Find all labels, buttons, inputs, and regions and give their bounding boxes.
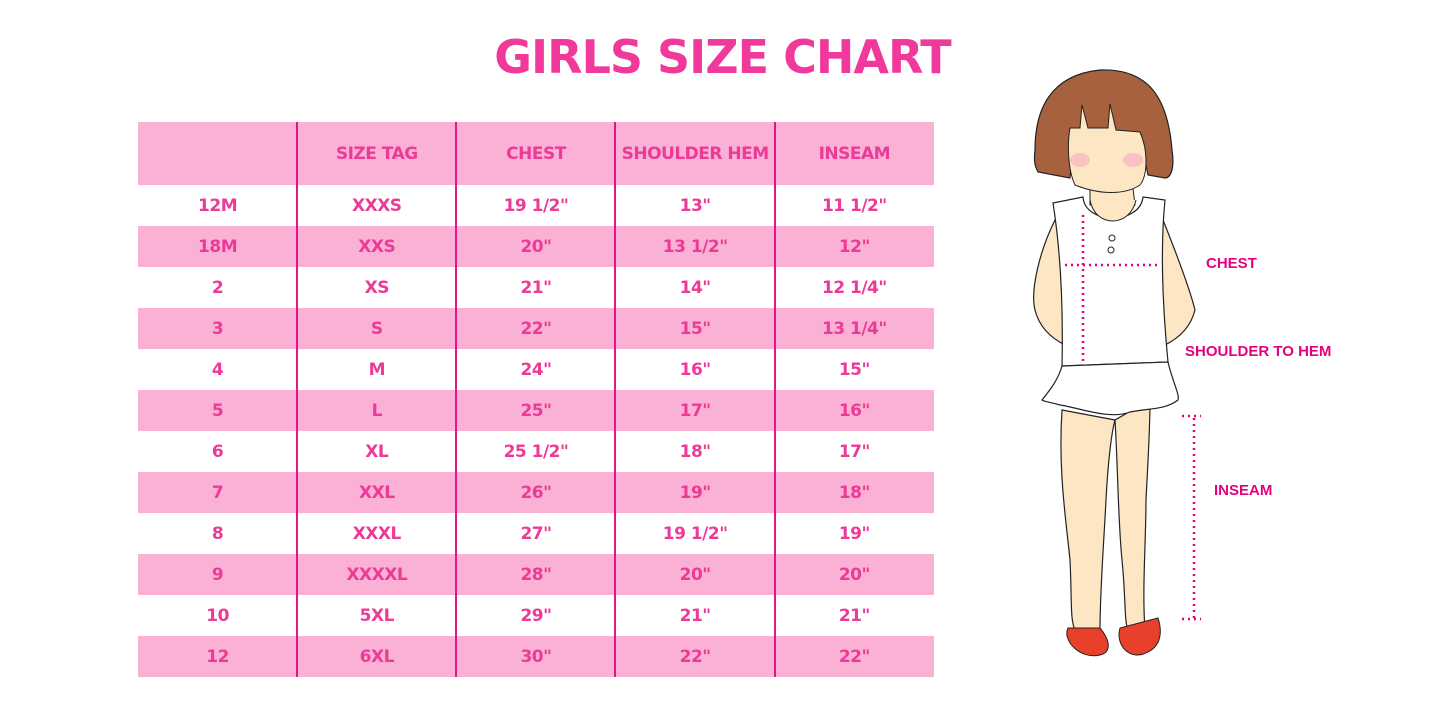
table-cell: L [371,400,383,421]
table-cell: 19 1/2" [503,195,569,216]
table-cell: 16" [838,400,871,421]
column-header: INSEAM [818,143,891,164]
table-cell: 2 [211,277,224,298]
table-cell: 22" [520,318,552,339]
table-cell: 12 [206,646,229,667]
table-cell: 13 1/2" [662,236,728,257]
table-cell: 6 [211,441,224,462]
table-cell: 13" [679,195,712,216]
table-row: 8 XXXL 27" 19 1/2" 19" [138,513,934,554]
table-header-row: SIZE TAG CHEST SHOULDER HEM INSEAM [138,122,934,185]
table-cell: 25 1/2" [503,441,569,462]
page-title: GIRLS SIZE CHART [494,30,951,84]
table-cell: 12M [198,195,238,216]
table-row: 5 L 25" 17" 16" [138,390,934,431]
table-row: 7 XXL 26" 19" 18" [138,472,934,513]
table-cell: 12 1/4" [821,277,887,298]
column-divider [774,122,776,677]
table-cell: 9 [211,564,224,585]
table-cell: 17" [679,400,712,421]
column-header: SIZE TAG [335,143,418,164]
table-cell: 6XL [359,646,395,667]
table-cell: XXXXL [346,564,408,585]
table-cell: 22" [679,646,712,667]
table-cell: 25" [520,400,552,421]
table-cell: XXS [358,236,396,257]
table-cell: 15" [838,359,871,380]
table-row: 12M XXXS 19 1/2" 13" 11 1/2" [138,185,934,226]
table-cell: 7 [211,482,224,503]
table-cell: 8 [211,523,224,544]
table-cell: 10 [206,605,229,626]
table-cell: 17" [838,441,871,462]
table-cell: XXXS [351,195,402,216]
table-cell: 21" [520,277,552,298]
table-cell: XXL [359,482,395,503]
size-table: SIZE TAG CHEST SHOULDER HEM INSEAM 12M XXXS 19… [138,122,934,677]
table-row: 3 S 22" 15" 13 1/4" [138,308,934,349]
table-cell: 24" [520,359,552,380]
table-cell: M [368,359,386,380]
column-divider [296,122,298,677]
table-row: 12 6XL 30" 22" 22" [138,636,934,677]
table-cell: 15" [679,318,712,339]
table-cell: 11 1/2" [821,195,887,216]
table-cell: 29" [520,605,552,626]
table-cell: 3 [211,318,224,339]
table-cell: 20" [679,564,712,585]
table-cell: 19" [838,523,871,544]
table-cell: 5XL [359,605,395,626]
table-row: 6 XL 25 1/2" 18" 17" [138,431,934,472]
inseam-label: INSEAM [1214,482,1273,499]
table-row: 10 5XL 29" 21" 21" [138,595,934,636]
table-cell: 19" [679,482,712,503]
table-cell: XL [365,441,389,462]
table-cell: 14" [679,277,712,298]
column-divider [455,122,457,677]
table-cell: 27" [520,523,552,544]
table-cell: 22" [838,646,871,667]
table-cell: S [370,318,383,339]
table-cell: 16" [679,359,712,380]
table-cell: 28" [520,564,552,585]
table-cell: 13 1/4" [821,318,887,339]
column-header: CHEST [506,143,566,164]
table-cell: 12" [838,236,871,257]
shoulder-to-hem-label: SHOULDER TO HEM [1185,343,1332,360]
table-cell: 18" [838,482,871,503]
column-header: SHOULDER HEM [621,143,770,164]
table-cell: 21" [838,605,871,626]
table-cell: 20" [838,564,871,585]
table-cell: 4 [211,359,224,380]
table-cell: 21" [679,605,712,626]
table-row: 9 XXXXL 28" 20" 20" [138,554,934,595]
table-row: 2 XS 21" 14" 12 1/4" [138,267,934,308]
table-cell: XS [364,277,390,298]
table-cell: 26" [520,482,552,503]
column-divider [614,122,616,677]
table-cell: 30" [520,646,552,667]
chest-label: CHEST [1206,255,1257,272]
table-cell: 19 1/2" [662,523,728,544]
table-cell: XXXL [352,523,402,544]
table-cell: 18" [679,441,712,462]
table-cell: 20" [520,236,552,257]
table-cell: 18M [198,236,238,257]
table-cell: 5 [211,400,224,421]
table-row: 18M XXS 20" 13 1/2" 12" [138,226,934,267]
table-row: 4 M 24" 16" 15" [138,349,934,390]
